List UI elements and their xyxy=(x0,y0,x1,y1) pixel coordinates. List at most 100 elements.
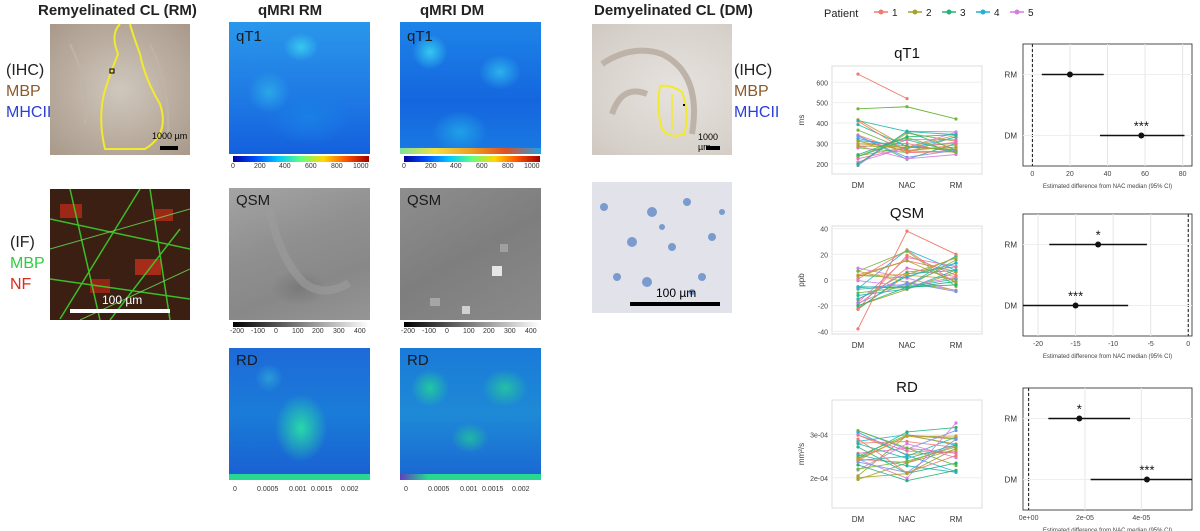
y-axis-label: mm²/s xyxy=(797,443,806,465)
qt1-dm-tick: 600 xyxy=(476,163,488,170)
patient-point xyxy=(856,467,860,471)
patient-point xyxy=(954,443,958,447)
patient-point xyxy=(856,266,860,270)
qsm-rm-tick: 300 xyxy=(333,328,345,335)
patient-legend: Patient 1 2 3 4 5 xyxy=(824,8,1034,20)
qt1-rm-colorbar xyxy=(233,156,369,162)
patient-point xyxy=(856,118,860,123)
y-tick-label: 0 xyxy=(824,278,828,285)
qt1-rm-tick: 200 xyxy=(254,163,266,170)
chart-title: qT1 xyxy=(894,45,920,62)
patient-point xyxy=(905,141,909,146)
estimate-point xyxy=(1095,241,1102,248)
x-tick-label: NAC xyxy=(899,341,916,350)
stain-labels-if: (IF) MBP NF xyxy=(10,232,45,295)
patient-point xyxy=(905,105,909,109)
patient-point xyxy=(954,143,958,147)
x-tick-label: DM xyxy=(852,341,865,350)
patient-point xyxy=(856,142,860,146)
category-label: RM xyxy=(1005,71,1018,80)
rm-if-image: 100 µm xyxy=(50,189,190,320)
y-axis-label: ms xyxy=(797,115,806,126)
x-tick-label: 60 xyxy=(1141,171,1149,178)
patient-point xyxy=(905,434,909,438)
qt1-dm-tick: 1000 xyxy=(524,163,540,170)
x-tick-label: 40 xyxy=(1104,171,1112,178)
qt1-rm-tick: 1000 xyxy=(353,163,369,170)
patient-point xyxy=(954,261,958,265)
patient-point xyxy=(856,136,860,140)
category-label: RM xyxy=(1005,415,1018,424)
y-tick-label: -40 xyxy=(818,329,828,336)
estimate-point xyxy=(1143,476,1150,483)
qt1-dm-tick: 800 xyxy=(502,163,514,170)
rd-rm-map: RD xyxy=(229,348,370,480)
qsm-dm-tick: -100 xyxy=(422,328,437,335)
legend-label: 2 xyxy=(926,8,932,19)
dm-ihc-label: (IHC) xyxy=(734,62,773,79)
legend-label: 1 xyxy=(892,8,898,19)
x-tick-label: 80 xyxy=(1179,171,1187,178)
rd-rm-tick: 0.0015 xyxy=(311,486,333,493)
patient-point xyxy=(954,453,958,458)
dm-mhcii-label: MHCII xyxy=(734,104,780,121)
patient-point xyxy=(954,421,958,425)
patient-point xyxy=(954,264,958,269)
rd-dm-label: RD xyxy=(407,352,429,369)
qt1-dm-label: qT1 xyxy=(407,28,433,45)
patient-point xyxy=(856,279,860,283)
legend-marker xyxy=(946,9,952,15)
category-label: DM xyxy=(1005,476,1018,485)
x-tick-label: NAC xyxy=(899,515,916,524)
dm-micro-scalebar xyxy=(630,302,720,306)
estimate-point xyxy=(1138,132,1145,139)
patient-point xyxy=(905,157,909,161)
qsm-rm-label: QSM xyxy=(236,192,271,209)
qsm-dm-tick: 300 xyxy=(504,328,516,335)
legend-marker xyxy=(878,9,884,15)
rd-dm-tick: 0.0005 xyxy=(428,486,450,493)
qsm-rm-tick: 100 xyxy=(292,328,304,335)
patient-point xyxy=(905,266,909,270)
patient-point xyxy=(954,451,958,455)
legend-label: 4 xyxy=(994,8,1000,19)
patient-point xyxy=(856,442,860,446)
rd-dm-tick: 0 xyxy=(404,486,408,493)
patient-point xyxy=(954,463,958,468)
legend-title: Patient xyxy=(824,8,858,20)
rd-dm-tick: 0.0015 xyxy=(482,486,504,493)
qsm-dm-ticks: -200 -100 0 100 200 300 400 xyxy=(401,328,540,338)
patient-point xyxy=(905,249,909,253)
patient-point xyxy=(954,258,958,262)
patient-point xyxy=(856,153,860,157)
line-chart-qt1: qT1 200 300 400 500 600 ms DM NAC RM xyxy=(797,45,983,190)
patient-point xyxy=(954,280,958,284)
patient-point xyxy=(905,430,909,434)
patient-point xyxy=(856,144,860,148)
patient-point xyxy=(905,449,909,453)
qsm-dm-tick: 400 xyxy=(525,328,537,335)
patient-point xyxy=(954,268,958,272)
rd-rm-tick: 0.0005 xyxy=(257,486,279,493)
patient-point xyxy=(954,434,958,438)
x-tick-label: -10 xyxy=(1108,341,1118,348)
patient-point xyxy=(856,285,860,289)
estimate-point xyxy=(1066,71,1073,78)
patient-point xyxy=(905,459,909,463)
patient-point xyxy=(856,134,860,138)
dm-column-title: Demyelinated CL (DM) xyxy=(594,2,753,19)
patient-point xyxy=(856,293,860,298)
dm-micro-image: 100 µm xyxy=(592,182,732,313)
rd-rm-tick: 0 xyxy=(233,486,237,493)
qt1-dm-ticks: 0 200 400 600 800 1000 xyxy=(402,163,540,173)
y-axis-label: ppb xyxy=(797,273,806,287)
chart-title: QSM xyxy=(890,205,924,222)
patient-point xyxy=(954,138,958,142)
dm-ihc-scalebar xyxy=(706,146,720,150)
patient-point xyxy=(856,445,860,449)
patient-point xyxy=(905,442,909,446)
patient-line xyxy=(857,73,908,100)
line-chart-rd: RD 3e-04 2e-04 mm²/s DM NAC RM xyxy=(797,379,983,524)
patient-point xyxy=(856,274,860,278)
